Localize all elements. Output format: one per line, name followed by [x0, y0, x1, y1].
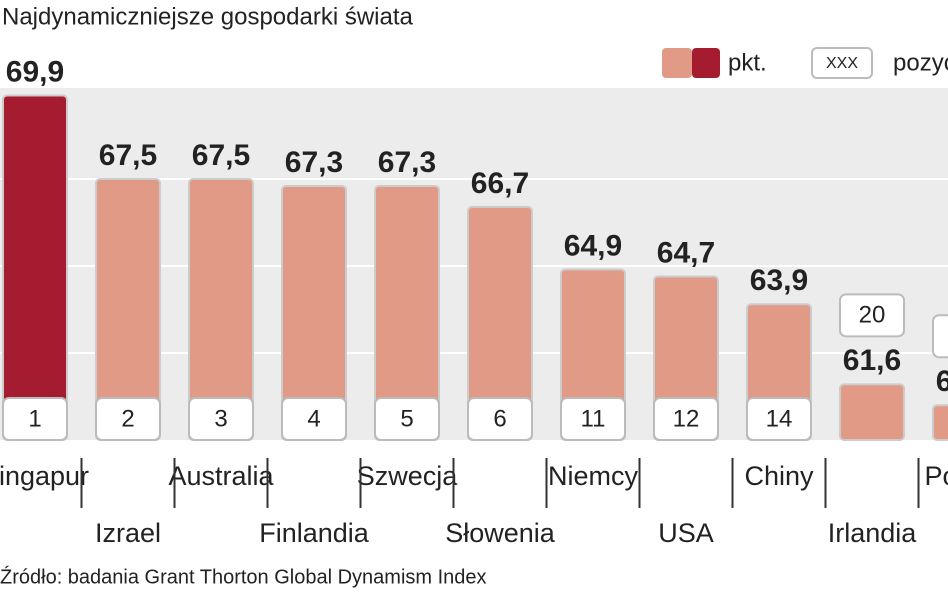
value-label: 61,6	[843, 344, 901, 377]
x-tick-label: Chiny	[744, 461, 814, 491]
legend-sample: XXX	[826, 55, 858, 72]
legend-swatch	[662, 48, 692, 78]
x-tick-label: Izrael	[95, 518, 161, 548]
bar	[932, 404, 948, 441]
rank-label: 14	[766, 405, 793, 432]
x-tick-label: Irlandia	[828, 518, 918, 548]
legend-box	[811, 47, 873, 79]
x-tick-label: Niemcy	[548, 461, 639, 491]
rank-box	[932, 314, 948, 359]
rank-box	[467, 397, 533, 441]
value-label: 67,5	[99, 139, 157, 172]
rank-box	[746, 397, 812, 441]
rank-box	[95, 397, 161, 441]
rank-label: 1	[28, 405, 41, 432]
bar	[839, 383, 905, 442]
x-tick-label: Finlandia	[259, 518, 370, 548]
rank-box	[374, 397, 440, 441]
x-tick-label: USA	[658, 518, 714, 548]
value-label: 67,3	[285, 146, 343, 179]
rank-label: 20	[859, 302, 886, 329]
legend-swatch	[692, 48, 720, 78]
bar	[2, 94, 68, 441]
rank-label: 6	[493, 405, 506, 432]
rank-label: 5	[400, 405, 413, 432]
value-label: 61,0	[936, 365, 948, 398]
x-tick-label: Szwecja	[357, 461, 459, 491]
legend-label: pozycja	[893, 49, 948, 76]
value-label: 64,7	[657, 236, 715, 269]
legend: pkt. XXX pozycja	[662, 47, 948, 79]
rank-box	[653, 397, 719, 441]
x-tick-label: Australia	[168, 461, 274, 491]
rank-label: 2	[121, 405, 134, 432]
rank-label: 4	[307, 405, 320, 432]
rank-box	[560, 397, 626, 441]
chart-title: Najdynamiczniejsze gospodarki świata	[2, 3, 414, 30]
rank-box	[281, 397, 347, 441]
rank-label: 12	[673, 405, 700, 432]
x-tick-label: Polska	[924, 461, 948, 491]
legend-label: pkt.	[728, 49, 767, 76]
rank-label: 3	[214, 405, 227, 432]
rank-box	[2, 397, 68, 441]
rank-box	[839, 293, 905, 338]
value-label: 67,3	[378, 146, 436, 179]
x-tick-label: Słowenia	[445, 518, 556, 548]
value-label: 69,9	[6, 55, 64, 88]
value-label: 66,7	[471, 167, 529, 200]
value-label: 63,9	[750, 264, 808, 297]
rank-label: 11	[581, 405, 606, 432]
rank-box	[188, 397, 254, 441]
x-tick-label: Singapur	[0, 461, 89, 491]
value-label: 64,9	[564, 229, 622, 262]
source: Źródło: badania Grant Thorton Global Dyn…	[0, 565, 487, 588]
value-label: 67,5	[192, 139, 250, 172]
